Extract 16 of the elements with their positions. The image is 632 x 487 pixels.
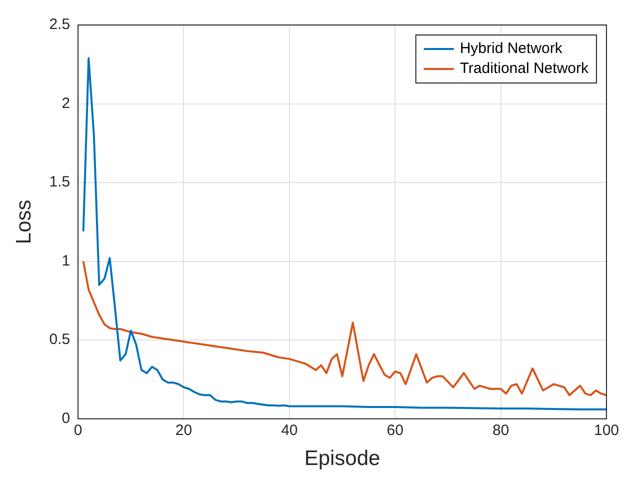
x-tick-label: 100	[594, 422, 619, 439]
x-axis-title: Episode	[304, 447, 380, 470]
x-tick-label: 0	[74, 422, 82, 439]
y-tick-label: 2	[62, 94, 70, 112]
y-tick-label: 0	[62, 410, 70, 427]
x-tick-label: 40	[281, 422, 298, 439]
legend-label: Traditional Network	[460, 60, 589, 78]
y-tick-label: 1.5	[49, 174, 70, 191]
y-tick-label: 2.5	[49, 16, 70, 34]
y-tick-label: 0.5	[49, 331, 70, 348]
x-tick-label: 60	[386, 422, 404, 439]
y-axis-title: Loss	[12, 200, 36, 244]
legend-label: Hybrid Network	[460, 40, 563, 58]
x-tick-label: 80	[492, 422, 510, 439]
x-tick-label: 20	[175, 422, 192, 439]
y-tick-label: 1	[62, 252, 70, 270]
